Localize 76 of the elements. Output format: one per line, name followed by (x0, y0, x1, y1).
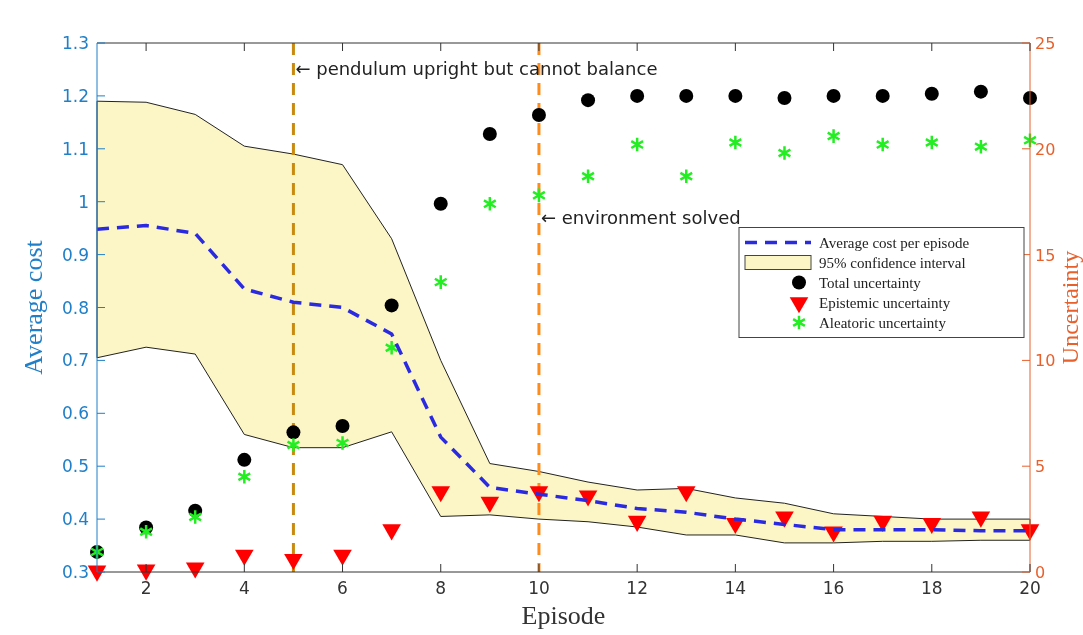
point (286, 436, 301, 454)
point (676, 486, 696, 503)
y-tick-label: 0.7 (61, 350, 89, 371)
point (580, 168, 596, 185)
point (286, 425, 301, 440)
point (531, 107, 546, 122)
point (777, 144, 792, 162)
point (482, 126, 497, 141)
y2-axis-title: Uncertainty (1057, 250, 1083, 365)
point (627, 515, 647, 532)
x-tick-label: 14 (724, 578, 747, 598)
point (433, 274, 448, 291)
point (924, 134, 939, 151)
point (679, 88, 694, 103)
point (578, 490, 598, 507)
y2-tick-label: 5 (1035, 457, 1046, 477)
y-tick-label: 1.2 (61, 85, 89, 106)
point (630, 88, 645, 103)
legend-label: 95% confidence interval (819, 254, 966, 271)
legend-label: Total uncertainty (819, 274, 922, 291)
legend-label: Average cost per episode (819, 234, 970, 251)
x-tick-label: 10 (528, 578, 550, 598)
annotation: ← environment solved (540, 206, 741, 228)
y-tick-label: 0.4 (61, 509, 89, 530)
point (384, 298, 399, 313)
point (384, 339, 399, 356)
point (382, 524, 401, 541)
y-tick-label: 1 (78, 191, 89, 212)
point (433, 196, 448, 211)
y-axis-title: Average cost (19, 239, 48, 375)
x-tick-label: 18 (920, 578, 943, 598)
point (873, 515, 892, 532)
legend-label: Aleatoric uncertainty (819, 314, 947, 331)
y-tick-label: 0.3 (61, 562, 89, 582)
x-tick-label: 4 (238, 578, 250, 598)
point (531, 187, 547, 204)
point (679, 168, 694, 185)
point (728, 88, 743, 103)
point (185, 562, 205, 579)
y2-tick-label: 10 (1035, 351, 1056, 371)
point (482, 195, 497, 212)
point (826, 88, 841, 103)
y-tick-label: 0.5 (61, 456, 89, 477)
y-tick-label: 1.3 (61, 33, 89, 53)
point (335, 419, 350, 433)
y-tick-label: 0.6 (61, 403, 89, 424)
y-tick-label: 0.9 (61, 244, 89, 265)
x-tick-label: 6 (337, 578, 348, 598)
x-tick-label: 8 (435, 578, 447, 598)
point (581, 93, 596, 108)
point (971, 511, 991, 528)
point (875, 136, 890, 153)
point (333, 549, 352, 566)
point (826, 128, 841, 145)
point (235, 549, 254, 566)
legend-label: Epistemic uncertainty (819, 294, 951, 311)
point (922, 517, 942, 535)
point (480, 496, 500, 513)
y2-tick-label: 20 (1035, 139, 1056, 159)
y2-tick-label: 25 (1035, 34, 1056, 53)
point (973, 84, 988, 99)
point (431, 486, 451, 503)
point (875, 88, 890, 103)
y-tick-label: 0.8 (61, 297, 89, 318)
x-tick-label: 2 (140, 578, 152, 598)
point (728, 134, 743, 151)
point (973, 138, 989, 155)
x-tick-label: 12 (626, 578, 648, 598)
x-tick-label: 16 (822, 578, 845, 598)
point (777, 91, 792, 106)
x-axis-title: Episode (521, 601, 606, 630)
y-tick-label: 1.1 (61, 138, 89, 159)
point (924, 86, 939, 101)
point (284, 553, 303, 571)
y2-tick-label: 15 (1035, 245, 1056, 265)
point (630, 136, 645, 153)
